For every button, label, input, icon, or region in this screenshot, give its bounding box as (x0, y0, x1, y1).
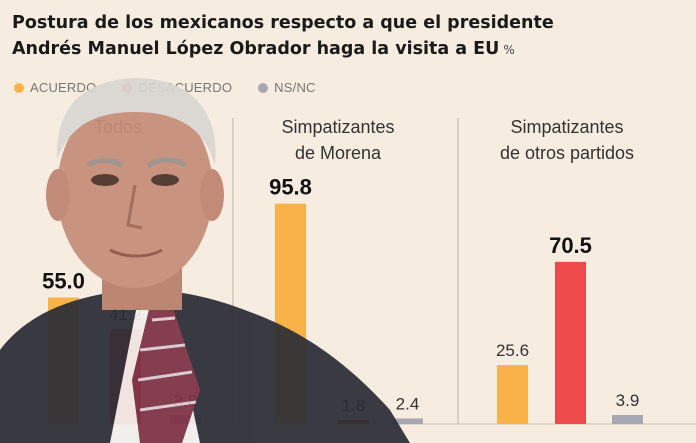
panel-label-2-0: Simpatizantes (510, 117, 623, 137)
value-label-0-1: 95.8 (269, 175, 312, 200)
bar-acuerdo-2 (497, 365, 528, 424)
value-label-0-2: 25.6 (496, 341, 529, 360)
panel-label-1-0: Simpatizantes (281, 117, 394, 137)
title-line-1: Postura de los mexicanos respecto a que … (12, 13, 554, 33)
panel-label-2-1: de otros partidos (500, 143, 634, 163)
value-label-1-2: 70.5 (549, 233, 592, 258)
title-line-2-text: Andrés Manuel López Obrador haga la visi… (12, 39, 500, 59)
legend-label-nsnc: NS/NC (274, 80, 316, 95)
panel-label-1-1: de Morena (295, 143, 382, 163)
bar-nsnc-1 (392, 418, 423, 424)
bar-nsnc-2 (612, 415, 643, 424)
value-label-2-2: 3.9 (616, 391, 640, 410)
value-label-0-0: 55.0 (42, 269, 85, 294)
chart-title: Postura de los mexicanos respecto a que … (12, 10, 692, 63)
bar-desacuerdo-2 (555, 261, 586, 424)
title-line-2: Andrés Manuel López Obrador haga la visi… (12, 36, 692, 63)
legend-item-acuerdo: ACUERDO (14, 80, 96, 95)
unit-label: % (503, 43, 515, 57)
legend-item-nsnc: NS/NC (258, 80, 315, 95)
legend-label-acuerdo: ACUERDO (30, 80, 97, 95)
legend-dot-acuerdo (14, 82, 24, 93)
value-label-2-1: 2.4 (396, 394, 420, 413)
legend-dot-nsnc (258, 82, 269, 93)
